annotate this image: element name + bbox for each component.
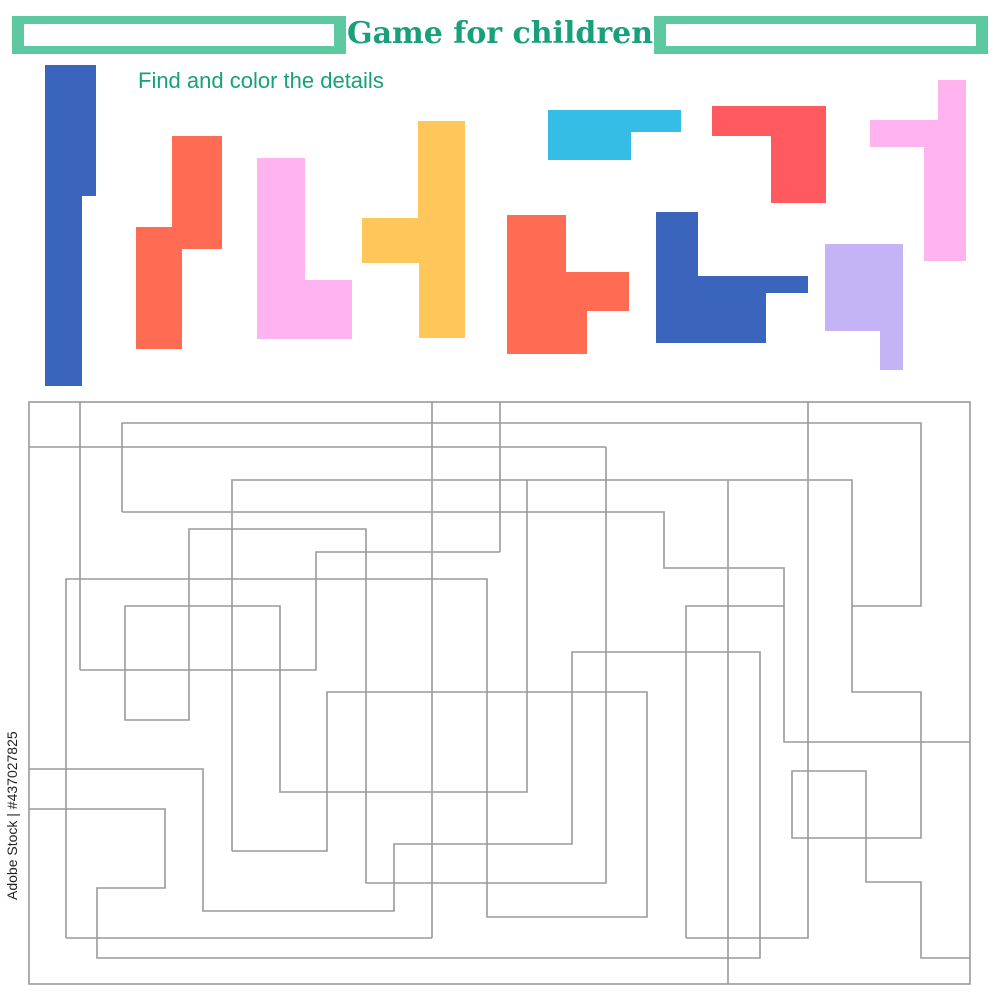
- maze-line: [80, 551, 500, 671]
- maze-line: [65, 578, 648, 938]
- maze-line: [29, 651, 761, 959]
- maze-line: [124, 447, 607, 884]
- header-banner-right: [654, 16, 988, 54]
- stock-credit: Adobe Stock | #437027825: [4, 731, 20, 900]
- piece-yellow-t[interactable]: [362, 121, 465, 338]
- maze-line: [121, 422, 922, 607]
- piece-orange-step[interactable]: [507, 215, 629, 354]
- piece-lavender-block[interactable]: [825, 244, 903, 370]
- piece-pink-l[interactable]: [257, 158, 352, 339]
- piece-blue-long[interactable]: [45, 65, 96, 386]
- instruction-text: Find and color the details: [138, 68, 384, 93]
- piece-cyan-bar[interactable]: [548, 110, 681, 160]
- maze-line: [122, 511, 970, 743]
- page-title: Game for children: [346, 16, 654, 51]
- piece-orange-zigzag[interactable]: [136, 136, 222, 349]
- maze-line: [231, 479, 970, 959]
- maze-line: [686, 882, 809, 939]
- piece-red-corner[interactable]: [712, 106, 826, 203]
- pieces-area: [45, 65, 966, 386]
- header-banner-left: [12, 16, 346, 54]
- piece-pink-hook[interactable]: [870, 80, 966, 261]
- maze-line: [685, 605, 784, 938]
- piece-blue-l[interactable]: [656, 212, 808, 343]
